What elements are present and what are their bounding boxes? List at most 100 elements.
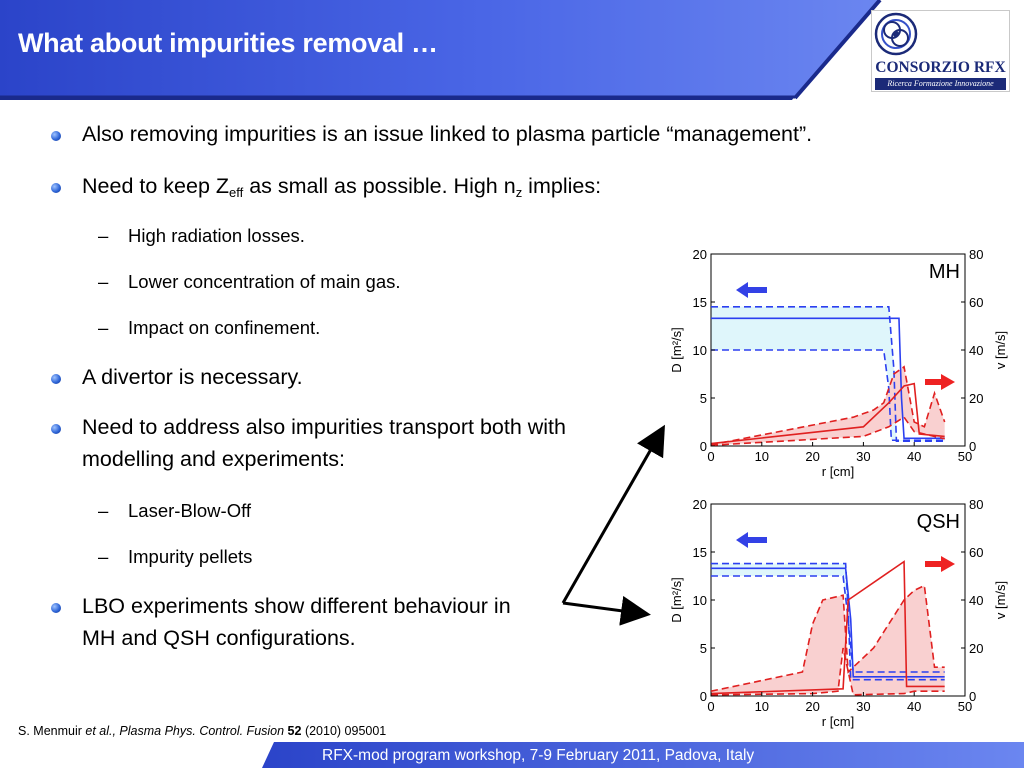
bullet-4-line1: Need to address also impurities transpor… bbox=[82, 415, 566, 439]
x-tick-label: 10 bbox=[755, 449, 769, 464]
logo-tagline: Ricerca Formazione Innovazione bbox=[875, 78, 1006, 90]
y-left-axis-label: D [m²/s] bbox=[669, 327, 684, 373]
citation-etal: et al., bbox=[81, 724, 116, 738]
bullet-3: A divertor is necessary. bbox=[51, 361, 303, 393]
series-line-3 bbox=[710, 560, 945, 695]
panel-label: QSH bbox=[917, 511, 960, 533]
series-line-0 bbox=[711, 317, 945, 440]
bullet-2-mid: as small as possible. High n bbox=[243, 174, 516, 198]
y-right-tick-label: 60 bbox=[969, 545, 983, 560]
y-right-tick-label: 20 bbox=[969, 641, 983, 656]
bullet-dot-icon bbox=[51, 374, 61, 384]
bullet-2: Need to keep Zeff as small as possible. … bbox=[51, 170, 602, 209]
footer-banner: RFX-mod program workshop, 7-9 February 2… bbox=[262, 742, 1024, 768]
citation-volume: 52 bbox=[284, 724, 302, 738]
velocity-band bbox=[711, 366, 945, 446]
arrow-to-qsh-plot bbox=[562, 595, 651, 626]
series-line-4 bbox=[710, 365, 946, 446]
citation-journal: Plasma Phys. Control. Fusion bbox=[115, 724, 285, 738]
inward-arrow-icon bbox=[736, 282, 767, 298]
header-banner bbox=[0, 0, 882, 100]
bullet-3-text: A divertor is necessary. bbox=[82, 365, 303, 389]
bullet-5: LBO experiments show different behaviour… bbox=[51, 590, 511, 654]
outward-arrow-icon bbox=[925, 556, 955, 572]
y-right-axis-label: v [m/s] bbox=[993, 581, 1008, 619]
sub-bullet-2-text: Lower concentration of main gas. bbox=[128, 271, 401, 292]
consorzio-rfx-emblem-icon bbox=[874, 12, 918, 56]
series-line-2 bbox=[711, 575, 945, 673]
series-line-2 bbox=[711, 349, 945, 442]
sub-bullet-dash: – bbox=[98, 271, 109, 292]
x-tick-label: 10 bbox=[755, 699, 769, 714]
y-left-tick-label: 20 bbox=[693, 497, 707, 512]
x-tick-label: 50 bbox=[958, 449, 972, 464]
x-tick-label: 0 bbox=[707, 449, 714, 464]
x-axis-label: r [cm] bbox=[822, 714, 855, 729]
y-right-tick-label: 20 bbox=[969, 391, 983, 406]
citation-author: S. Menmuir bbox=[18, 724, 82, 738]
bullet-5-line2: MH and QSH configurations. bbox=[82, 626, 356, 650]
y-right-tick-label: 80 bbox=[969, 247, 983, 262]
velocity-band bbox=[711, 585, 945, 695]
sub-bullet-dash: – bbox=[98, 317, 109, 338]
sub-bullet-1-text: High radiation losses. bbox=[128, 225, 305, 246]
sub-bullet-4-text: Laser-Blow-Off bbox=[128, 500, 252, 521]
bullet-5-line1: LBO experiments show different behaviour… bbox=[82, 594, 511, 618]
x-axis-label: r [cm] bbox=[822, 464, 855, 479]
footer-text: RFX-mod program workshop, 7-9 February 2… bbox=[322, 747, 755, 764]
bullet-dot-icon bbox=[51, 131, 61, 141]
series-line-0 bbox=[711, 567, 945, 678]
inward-arrow-icon bbox=[736, 532, 767, 548]
x-tick-label: 40 bbox=[907, 449, 921, 464]
y-right-tick-label: 80 bbox=[969, 497, 983, 512]
slide-header: What about impurities removal … CONSORZI… bbox=[0, 0, 1024, 100]
footer-shape bbox=[262, 742, 1024, 768]
y-right-tick-label: 0 bbox=[969, 689, 976, 704]
y-right-tick-label: 40 bbox=[969, 593, 983, 608]
sub-bullet-5-text: Impurity pellets bbox=[128, 546, 253, 567]
y-left-tick-label: 0 bbox=[700, 689, 707, 704]
sub-bullet-dash: – bbox=[98, 546, 109, 567]
bullet-4: Need to address also impurities transpor… bbox=[51, 411, 566, 475]
y-right-tick-label: 40 bbox=[969, 343, 983, 358]
y-left-axis-label: D [m²/s] bbox=[669, 577, 684, 623]
outward-arrow-icon bbox=[925, 374, 955, 390]
x-tick-label: 20 bbox=[805, 699, 819, 714]
bullet-2-post: implies: bbox=[522, 174, 602, 198]
y-left-tick-label: 10 bbox=[693, 343, 707, 358]
y-left-tick-label: 10 bbox=[693, 593, 707, 608]
bullet-2-sub-z: z bbox=[515, 185, 523, 200]
bullet-dot-icon bbox=[51, 603, 61, 613]
x-tick-label: 50 bbox=[958, 699, 972, 714]
consorzio-rfx-logo: CONSORZIO RFX Ricerca Formazione Innovaz… bbox=[871, 10, 1010, 92]
bullet-1-text: Also removing impurities is an issue lin… bbox=[82, 122, 813, 146]
y-left-tick-label: 20 bbox=[693, 247, 707, 262]
y-left-tick-label: 5 bbox=[700, 641, 707, 656]
bullet-1: Also removing impurities is an issue lin… bbox=[51, 118, 813, 150]
bullet-4-line2: modelling and experiments: bbox=[82, 447, 345, 471]
x-tick-label: 30 bbox=[856, 449, 870, 464]
x-tick-label: 20 bbox=[805, 449, 819, 464]
bullet-2-pre: Need to keep Z bbox=[82, 174, 230, 198]
series-line-3 bbox=[710, 382, 945, 445]
diffusion-band bbox=[711, 306, 945, 442]
y-left-tick-label: 5 bbox=[700, 391, 707, 406]
y-right-tick-label: 0 bbox=[969, 439, 976, 454]
x-tick-label: 40 bbox=[907, 699, 921, 714]
diffusion-band bbox=[711, 563, 945, 680]
arrow-to-mh-plot bbox=[561, 424, 665, 604]
sub-bullet-dash: – bbox=[98, 500, 109, 521]
x-tick-label: 0 bbox=[707, 699, 714, 714]
citation-rest: (2010) 095001 bbox=[301, 724, 387, 738]
bullet-dot-icon bbox=[51, 183, 61, 193]
sub-bullet-3-text: Impact on confinement. bbox=[128, 317, 321, 338]
x-tick-label: 30 bbox=[856, 699, 870, 714]
sub-bullet-dash: – bbox=[98, 225, 109, 246]
series-line-4 bbox=[710, 584, 945, 692]
citation: S. Menmuir et al., Plasma Phys. Control.… bbox=[18, 724, 386, 738]
panel-label: MH bbox=[929, 261, 960, 283]
bullet-2-sub-eff: eff bbox=[229, 185, 244, 200]
slide-title: What about impurities removal … bbox=[18, 28, 438, 58]
bullet-dot-icon bbox=[51, 424, 61, 434]
